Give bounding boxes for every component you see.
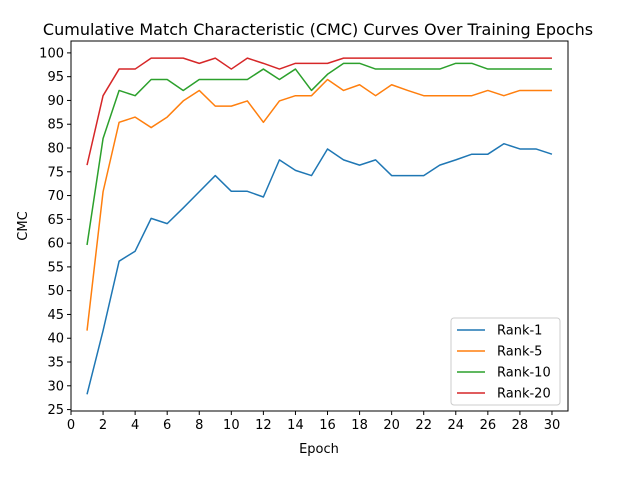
series-line-rank-10 [86, 62, 552, 246]
x-tick-label: 4 [131, 418, 139, 433]
legend-label-rank-10: Rank-10 [497, 366, 551, 381]
series-line-rank-1 [86, 142, 553, 395]
x-axis: 0 2 4 6 8 10 12 14 16 18 20 22 24 26 28 30 [67, 411, 560, 433]
y-tick-label: 55 [47, 260, 64, 275]
series-line-rank-20 [86, 57, 552, 166]
y-tick-label: 25 [47, 403, 64, 418]
plot-area [70, 40, 569, 412]
x-tick-label: 0 [67, 418, 75, 433]
x-tick-label: 22 [415, 418, 432, 433]
x-tick-label: 14 [287, 418, 304, 433]
y-tick-label: 35 [47, 356, 64, 371]
legend-box [450, 317, 561, 406]
x-tick-label: 6 [163, 418, 171, 433]
y-tick-label: 65 [47, 213, 64, 228]
y-axis-title: CMC [16, 211, 31, 240]
legend-label-rank-5: Rank-5 [497, 345, 542, 360]
y-tick-label: 45 [47, 308, 64, 323]
x-tick-label: 8 [195, 418, 203, 433]
y-tick-label: 85 [47, 118, 64, 133]
legend-label-rank-1: Rank-1 [497, 324, 542, 339]
y-tick-label: 50 [47, 284, 64, 299]
legend: Rank-1 Rank-5 Rank-10 Rank-20 [450, 317, 561, 406]
y-tick-label: 80 [47, 142, 64, 157]
plot-frame [70, 40, 569, 412]
y-tick-label: 75 [47, 165, 64, 180]
x-tick-label: 20 [383, 418, 400, 433]
x-tick-label: 26 [480, 418, 497, 433]
y-tick-label: 95 [47, 70, 64, 85]
y-tick-label: 100 [39, 46, 64, 61]
y-tick-label: 30 [47, 379, 64, 394]
series-layer [86, 57, 553, 395]
x-tick-label: 28 [512, 418, 529, 433]
x-tick-label: 16 [319, 418, 336, 433]
y-tick-label: 60 [47, 237, 64, 252]
x-tick-label: 18 [351, 418, 368, 433]
y-tick-label: 40 [47, 332, 64, 347]
x-axis-title: Epoch [299, 442, 339, 457]
y-tick-label: 70 [47, 189, 64, 204]
legend-label-rank-20: Rank-20 [497, 387, 551, 402]
x-tick-label: 2 [99, 418, 107, 433]
y-axis: 25 30 35 40 45 50 55 60 65 70 75 80 85 90 95 100 [39, 46, 71, 418]
x-tick-label: 24 [448, 418, 465, 433]
x-tick-label: 10 [223, 418, 240, 433]
chart-title: Cumulative Match Characteristic (CMC) Cu… [43, 20, 593, 39]
x-tick-label: 30 [544, 418, 561, 433]
series-line-rank-5 [86, 78, 552, 331]
x-tick-label: 12 [255, 418, 272, 433]
y-tick-label: 90 [47, 94, 64, 109]
